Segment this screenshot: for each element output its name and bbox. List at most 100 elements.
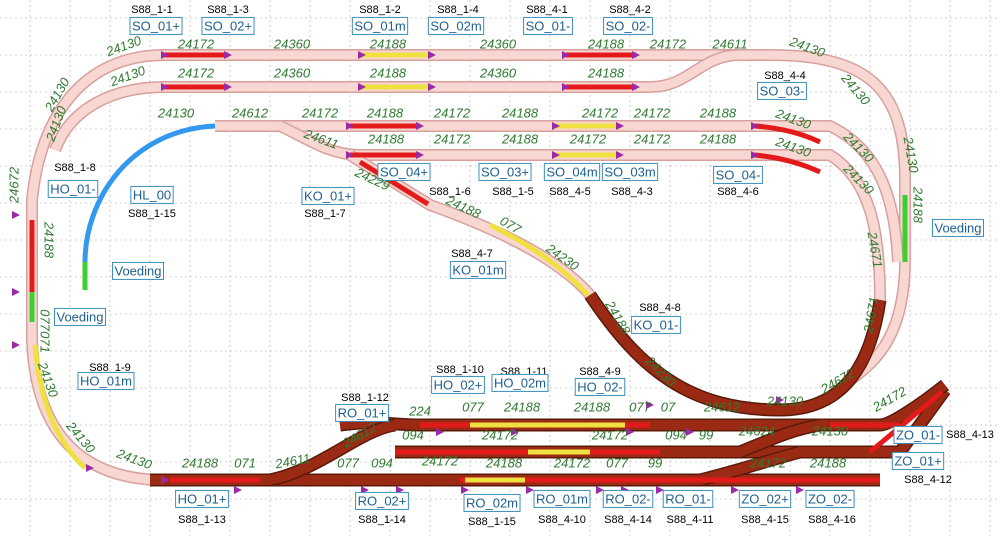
block-label: KO_01+ — [301, 186, 355, 205]
label-text: SO_04- — [716, 167, 761, 182]
label-text: HO_02- — [577, 379, 623, 394]
sensor-label: S88_4-13 — [946, 429, 994, 441]
label-text: HO_01+ — [178, 491, 227, 506]
marker — [428, 83, 436, 91]
block-label: SO_03m — [601, 162, 659, 181]
block-label: RO_01- — [662, 489, 714, 508]
sensor-label: S88_1-13 — [178, 514, 226, 526]
sensor-label: S88_1-1 — [131, 4, 173, 16]
block-label: RO_02m — [463, 493, 521, 512]
block-label: ZO_02- — [805, 489, 855, 508]
feed-label: Voeding — [54, 307, 106, 326]
marker — [686, 428, 694, 436]
sensor-label: S88_4-10 — [538, 514, 586, 526]
label-box — [713, 165, 763, 184]
block-label: SO_04+ — [377, 162, 431, 181]
label-box — [130, 185, 174, 204]
track-number: 24188 — [369, 65, 407, 80]
label-box — [893, 425, 943, 444]
feed-label: Voeding — [932, 218, 984, 237]
label-box — [427, 16, 485, 35]
track-number: 24188 — [367, 131, 405, 146]
marker — [552, 122, 560, 130]
track-number: 24172 — [421, 453, 459, 468]
sensor-label: S88_4-11 — [667, 514, 714, 526]
track-number: 99 — [648, 455, 662, 470]
marker — [616, 122, 624, 130]
track-number: 094 — [665, 427, 687, 442]
track-number: 07 — [661, 399, 676, 414]
block-segment — [754, 152, 822, 175]
label-box — [662, 489, 714, 508]
sensor-label: S88_4-16 — [808, 514, 856, 526]
label-text: Voeding — [57, 309, 104, 324]
label-text: SO_03+ — [481, 164, 529, 179]
track-number: 24172 — [569, 131, 607, 146]
track-number: 24188 — [485, 455, 523, 470]
block-label: SO_02- — [603, 16, 653, 35]
marker — [656, 486, 664, 494]
marker — [416, 122, 424, 130]
block-label: RO_02+ — [355, 491, 409, 510]
label-text: HO_01m — [80, 373, 132, 388]
track-number: 24130 — [811, 423, 849, 438]
track-number: 24130 — [766, 393, 804, 408]
block-label: SO_03- — [757, 81, 807, 100]
sensor-label: S88_4-12 — [904, 474, 952, 486]
marker — [161, 476, 169, 484]
label-box — [631, 315, 681, 334]
label-box — [129, 16, 183, 35]
label-text: SO_01- — [526, 18, 571, 33]
label-text: KO_01m — [452, 262, 503, 277]
track-number: 24172 — [301, 105, 339, 120]
track-number: 24360 — [273, 65, 311, 80]
block-label: SO_01- — [523, 16, 573, 35]
label-box — [523, 16, 573, 35]
track — [165, 50, 910, 384]
marker — [86, 464, 94, 472]
track-number: 24671 — [864, 230, 885, 269]
track-number: 077 — [462, 399, 484, 414]
label-box — [175, 489, 229, 508]
label-box — [602, 489, 654, 508]
block-label: SO_03+ — [478, 162, 532, 181]
label-box — [891, 451, 945, 470]
label-box — [603, 16, 653, 35]
track — [268, 420, 396, 485]
sensor-label: S88_4-3 — [611, 186, 653, 198]
track-number: 24188 — [587, 36, 625, 51]
block-label: SO_01+ — [129, 16, 183, 35]
track-number: 24671 — [860, 296, 881, 335]
label-text: RO_01- — [665, 491, 711, 506]
block-label: HO_01m — [77, 371, 135, 390]
sensor-label: S88_1-5 — [492, 186, 534, 198]
block-segment — [754, 123, 822, 145]
block-label: ZO_01+ — [891, 451, 945, 470]
sensor-label: S88_4-1 — [526, 4, 568, 16]
track-number: 24672 — [6, 166, 21, 204]
marker — [358, 83, 366, 91]
track-number: 24360 — [479, 65, 517, 80]
sensor-label: S88_4-9 — [579, 366, 621, 378]
track-number: 077 — [629, 399, 651, 414]
track-number: 24188 — [911, 186, 926, 224]
block-segment — [868, 390, 944, 454]
label-text: KO_01+ — [304, 188, 352, 203]
feed-label: Voeding — [112, 261, 164, 280]
label-box — [77, 371, 135, 390]
marker — [358, 51, 366, 59]
label-text: SO_02+ — [204, 18, 252, 33]
marker — [224, 51, 232, 59]
track — [50, 82, 166, 152]
block-segment — [32, 344, 87, 470]
track-number: 24130 — [900, 135, 921, 175]
track-number: 24172 — [633, 105, 671, 120]
track-number: 24612 — [231, 105, 269, 120]
marker — [632, 83, 640, 91]
track — [585, 292, 885, 416]
track-number: 24172 — [433, 105, 471, 120]
sensor-label: S88_1-3 — [207, 4, 249, 16]
marker — [511, 428, 519, 436]
label-text: SO_02m — [430, 18, 481, 33]
